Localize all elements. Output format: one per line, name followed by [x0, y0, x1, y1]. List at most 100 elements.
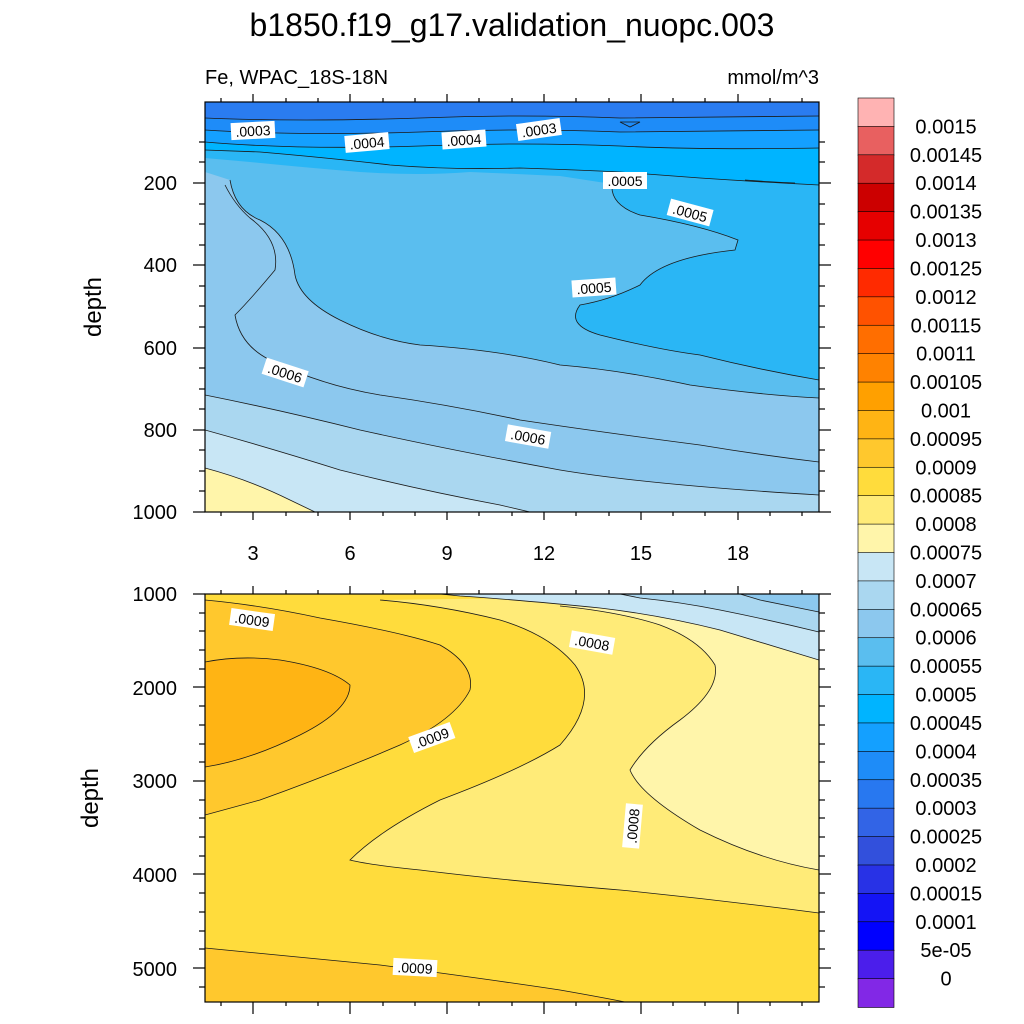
colorbar-level-label: 0.00045 [910, 713, 982, 735]
colorbar-swatch [857, 722, 895, 753]
y-tick-label: 1000 [133, 502, 178, 524]
svg-text:.0009: .0009 [397, 959, 433, 977]
contour-label: .0009 [392, 957, 438, 978]
contour-lines [205, 115, 819, 512]
colorbar-level-label: 0.00095 [910, 429, 982, 451]
colorbar-swatch [857, 580, 895, 611]
x-tick-label: 12 [533, 543, 555, 565]
svg-text:.0005: .0005 [607, 173, 642, 189]
contour-band [205, 180, 819, 512]
y-axis-label: depth [77, 768, 104, 828]
y-tick-label: 4000 [133, 865, 178, 887]
y-tick-label: 800 [144, 420, 177, 442]
colorbar-swatch [857, 751, 895, 781]
colorbar-swatch [857, 438, 895, 469]
x-tick-label: 3 [247, 543, 258, 565]
colorbar-swatch [857, 779, 895, 809]
contour-label: .0008 [622, 803, 643, 849]
colorbar-swatch [857, 324, 895, 355]
contour-label: .0006 [504, 424, 552, 449]
colorbar-level-label: 0.00105 [910, 372, 982, 394]
contour-band [740, 594, 819, 612]
y-tick-label: 3000 [133, 771, 178, 793]
variable-region-label: Fe, WPAC_18S-18N [205, 67, 388, 89]
lower-axis-ticks [193, 586, 831, 1014]
contour-band [205, 468, 315, 512]
colorbar-level-label: 0.0012 [915, 287, 976, 309]
colorbar-level-label: 0.0008 [915, 514, 976, 536]
svg-text:.0003: .0003 [235, 122, 271, 140]
colorbar-level-label: 0.0004 [915, 741, 976, 763]
colorbar-level-label: 0.00035 [910, 770, 982, 792]
contour-band [350, 594, 819, 913]
colorbar-swatch [857, 637, 895, 667]
svg-text:.0009: .0009 [234, 610, 271, 631]
colorbar-level-label: 0.00055 [910, 656, 982, 678]
y-tick-label: 5000 [133, 959, 178, 981]
x-tick-label: 15 [630, 543, 652, 565]
y-tick-label: 400 [144, 255, 177, 277]
colorbar-level-label: 0.0007 [915, 571, 976, 593]
y-axis-label: depth [80, 277, 107, 337]
colorbar-level-label: 0.001 [921, 401, 971, 423]
colorbar-swatch [857, 154, 895, 185]
colorbar-swatch [857, 126, 895, 156]
colorbar-swatch [857, 609, 895, 639]
colorbar-swatch [857, 807, 895, 838]
colorbar-level-label: 0.00015 [910, 883, 982, 905]
upper-y-tick-labels: 200 400 600 800 1000 [133, 173, 178, 524]
colorbar-level-label: 0.00075 [910, 543, 982, 565]
contour-label: .0004 [344, 132, 390, 153]
y-tick-label: 600 [144, 338, 177, 360]
svg-text:.0008: .0008 [573, 632, 610, 654]
x-tick-label: 18 [727, 543, 749, 565]
colorbar-swatch [857, 410, 895, 440]
lower-y-tick-labels: 1000 2000 3000 4000 5000 [133, 584, 178, 981]
upper-axis-ticks [193, 94, 831, 520]
x-tick-labels: 3 6 9 12 15 18 [247, 543, 749, 565]
colorbar-level-label: 0.0015 [915, 116, 976, 138]
colorbar-level-label: 0.00145 [910, 145, 982, 167]
colorbar-level-label: 0.00065 [910, 599, 982, 621]
upper-panel: .0003 .0004 .0004 .0003 .0005 .0005 .000… [80, 94, 831, 565]
colorbar-level-label: 0.0003 [915, 798, 976, 820]
lower-panel: .0009 .0008 .0009 .0008 .0009 1000 2000 … [77, 584, 831, 1014]
svg-text:.0006: .0006 [509, 426, 546, 448]
colorbar-level-label: 0.00115 [911, 315, 982, 337]
colorbar-level-label: 0.0013 [915, 230, 976, 252]
svg-text:.0003: .0003 [521, 120, 558, 141]
colorbar-swatch [857, 97, 895, 128]
colorbar-swatch [857, 978, 895, 1008]
colorbar-swatch [857, 949, 895, 980]
colorbar: 0.0015 0.00145 0.0014 0.00135 0.0013 0.00125 0… [857, 97, 982, 1008]
colorbar-level-label: 0.0001 [915, 912, 976, 934]
colorbar-level-label: 0.0006 [915, 628, 976, 650]
colorbar-swatch [857, 552, 895, 582]
colorbar-swatch [857, 182, 895, 213]
colorbar-level-label: 0.00135 [910, 202, 982, 224]
contour-label: .0004 [441, 129, 487, 150]
colorbar-level-label: 0.00085 [910, 486, 982, 508]
colorbar-level-label: 0 [940, 969, 951, 991]
colorbar-swatch [857, 239, 895, 270]
colorbar-swatch [857, 665, 895, 696]
contour-label: .0005 [571, 277, 617, 298]
contour-label: .0005 [603, 172, 647, 189]
x-tick-label: 6 [344, 543, 355, 565]
colorbar-swatch [857, 921, 895, 951]
colorbar-level-label: 0.0014 [915, 173, 976, 195]
colorbar-level-label: 0.0002 [915, 855, 976, 877]
colorbar-level-label: 0.00125 [910, 258, 982, 280]
contour-label: .0009 [229, 608, 276, 631]
colorbar-swatch [857, 523, 895, 554]
colorbar-swatch [857, 296, 895, 327]
colorbar-level-label: 5e-05 [920, 940, 971, 962]
colorbar-level-label: 0.0005 [915, 685, 976, 707]
colorbar-level-label: 0.0009 [915, 457, 976, 479]
x-tick-label: 9 [441, 543, 452, 565]
colorbar-swatch [857, 864, 895, 895]
svg-text:.0008: .0008 [624, 808, 643, 845]
figure-title: b1850.f19_g17.validation_nuopc.003 [250, 7, 775, 43]
colorbar-swatch [857, 268, 895, 298]
